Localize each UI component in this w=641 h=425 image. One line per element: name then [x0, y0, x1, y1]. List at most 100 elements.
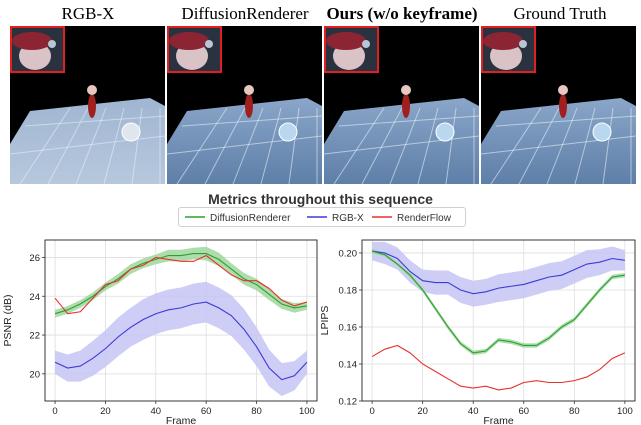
- floor: [481, 98, 636, 184]
- floor-seam: [288, 107, 300, 184]
- inset-hat-badge: [519, 40, 527, 48]
- x-tick-label: 20: [417, 406, 428, 417]
- floor-seam: [47, 107, 89, 184]
- x-tick-label: 40: [151, 406, 162, 417]
- x-tick-label: 60: [201, 406, 212, 417]
- x-tick-label: 100: [617, 406, 633, 417]
- floor-seam: [417, 107, 439, 184]
- y-tick-label: 0.18: [339, 285, 358, 296]
- floor-seam: [324, 135, 479, 155]
- series-line-rgb-x: [54, 301, 308, 381]
- x-tick-label: 0: [369, 406, 374, 417]
- floor-seam: [602, 107, 614, 184]
- floor-seam: [131, 107, 143, 184]
- band-rgb-x: [372, 241, 625, 307]
- glass-sphere: [435, 122, 455, 142]
- floor-seam: [445, 107, 457, 184]
- legend-label-renderflow: RenderFlow: [397, 213, 452, 224]
- floor-seam: [518, 107, 560, 184]
- character-figure: [559, 94, 567, 118]
- character-figure: [88, 94, 96, 118]
- floor-seam: [481, 135, 636, 155]
- render-panel-diffusionrenderer: [167, 26, 322, 184]
- y-axis-label: PSNR (dB): [2, 295, 14, 347]
- character-figure: [402, 94, 410, 118]
- x-tick-label: 80: [569, 406, 580, 417]
- plot-frame: [361, 239, 636, 402]
- floor-seam: [338, 115, 479, 127]
- render-panel-ours: [324, 26, 479, 184]
- floor: [10, 98, 165, 184]
- floor-seam: [361, 107, 403, 184]
- y-tick-label: 20: [29, 369, 40, 380]
- glass-sphere: [278, 122, 298, 142]
- render-image: [10, 26, 165, 184]
- chart-psnr: 0 20 40 60 80 100 20 22 24 26 Frame PSNR (dB): [2, 239, 318, 425]
- render-image: [324, 26, 479, 184]
- column-title-ours: Ours (w/o keyframe): [326, 4, 478, 23]
- floor-seam: [333, 107, 385, 184]
- x-axis-label: Frame: [483, 415, 513, 425]
- y-tick-label: 0.14: [339, 359, 358, 370]
- floor: [324, 98, 479, 184]
- floor: [167, 98, 322, 184]
- floor-seam: [24, 115, 165, 127]
- render-panel-ground-truth: [481, 26, 636, 184]
- character-head: [87, 85, 97, 95]
- floor-seam: [176, 107, 228, 184]
- character-figure: [245, 94, 253, 118]
- series-line-renderflow: [371, 344, 626, 391]
- band-diffusionrenderer: [372, 249, 625, 356]
- chart-lpips: 0 20 40 60 80 100 0.12 0.14 0.16 0.18 0.20 Frame LPI…: [319, 239, 636, 425]
- floor-seam: [260, 107, 282, 184]
- column-title-ground-truth: Ground Truth: [513, 4, 607, 23]
- y-tick-label: 26: [29, 253, 40, 264]
- inset-hat: [326, 32, 366, 50]
- floor-seam: [181, 115, 322, 127]
- floor-seam: [490, 107, 542, 184]
- series-line-rgb-x: [372, 250, 625, 295]
- series-line-diffusionrenderer: [371, 250, 625, 354]
- floor-seam: [495, 115, 636, 127]
- x-tick-label: 60: [518, 406, 529, 417]
- x-tick-label: 100: [299, 406, 315, 417]
- legend-svg: DiffusionRenderer RGB-X RenderFlow: [185, 213, 452, 224]
- render-image: [481, 26, 636, 184]
- y-tick-label: 0.20: [339, 248, 358, 259]
- y-tick-label: 22: [29, 331, 40, 342]
- character-head: [558, 85, 568, 95]
- legend-label-rgbx: RGB-X: [332, 213, 364, 224]
- y-tick-label: 0.16: [339, 322, 358, 333]
- floor-seam: [204, 107, 246, 184]
- inset-hat: [483, 32, 523, 50]
- chart-legend: DiffusionRenderer RGB-X RenderFlow: [178, 207, 466, 227]
- x-axis-label: Frame: [166, 415, 196, 425]
- x-tick-label: 80: [251, 406, 262, 417]
- y-axis-label: LPIPS: [319, 306, 331, 336]
- glass-sphere: [121, 122, 141, 142]
- inset-hat-badge: [362, 40, 370, 48]
- column-title-rgbx: RGB-X: [61, 4, 115, 23]
- floor-seam: [167, 135, 322, 155]
- inset-hat-badge: [205, 40, 213, 48]
- floor-seam: [10, 135, 165, 155]
- inset-hat-badge: [48, 40, 56, 48]
- x-tick-label: 0: [52, 406, 57, 417]
- x-tick-label: 40: [468, 406, 479, 417]
- render-image: [167, 26, 322, 184]
- floor-seam: [103, 107, 125, 184]
- column-title-diffusionrenderer: DiffusionRenderer: [181, 4, 309, 23]
- floor-seam: [574, 107, 596, 184]
- legend-label-diffusionrenderer: DiffusionRenderer: [210, 213, 291, 224]
- band-rgb-x: [55, 281, 307, 397]
- floor-seam: [19, 107, 71, 184]
- character-head: [401, 85, 411, 95]
- character-head: [244, 85, 254, 95]
- y-tick-label: 24: [29, 292, 40, 303]
- glass-sphere: [592, 122, 612, 142]
- series-line-renderflow: [54, 254, 308, 315]
- plot-frame: [44, 239, 318, 402]
- metrics-title: Metrics throughout this sequence: [208, 191, 433, 207]
- inset-hat: [12, 32, 52, 50]
